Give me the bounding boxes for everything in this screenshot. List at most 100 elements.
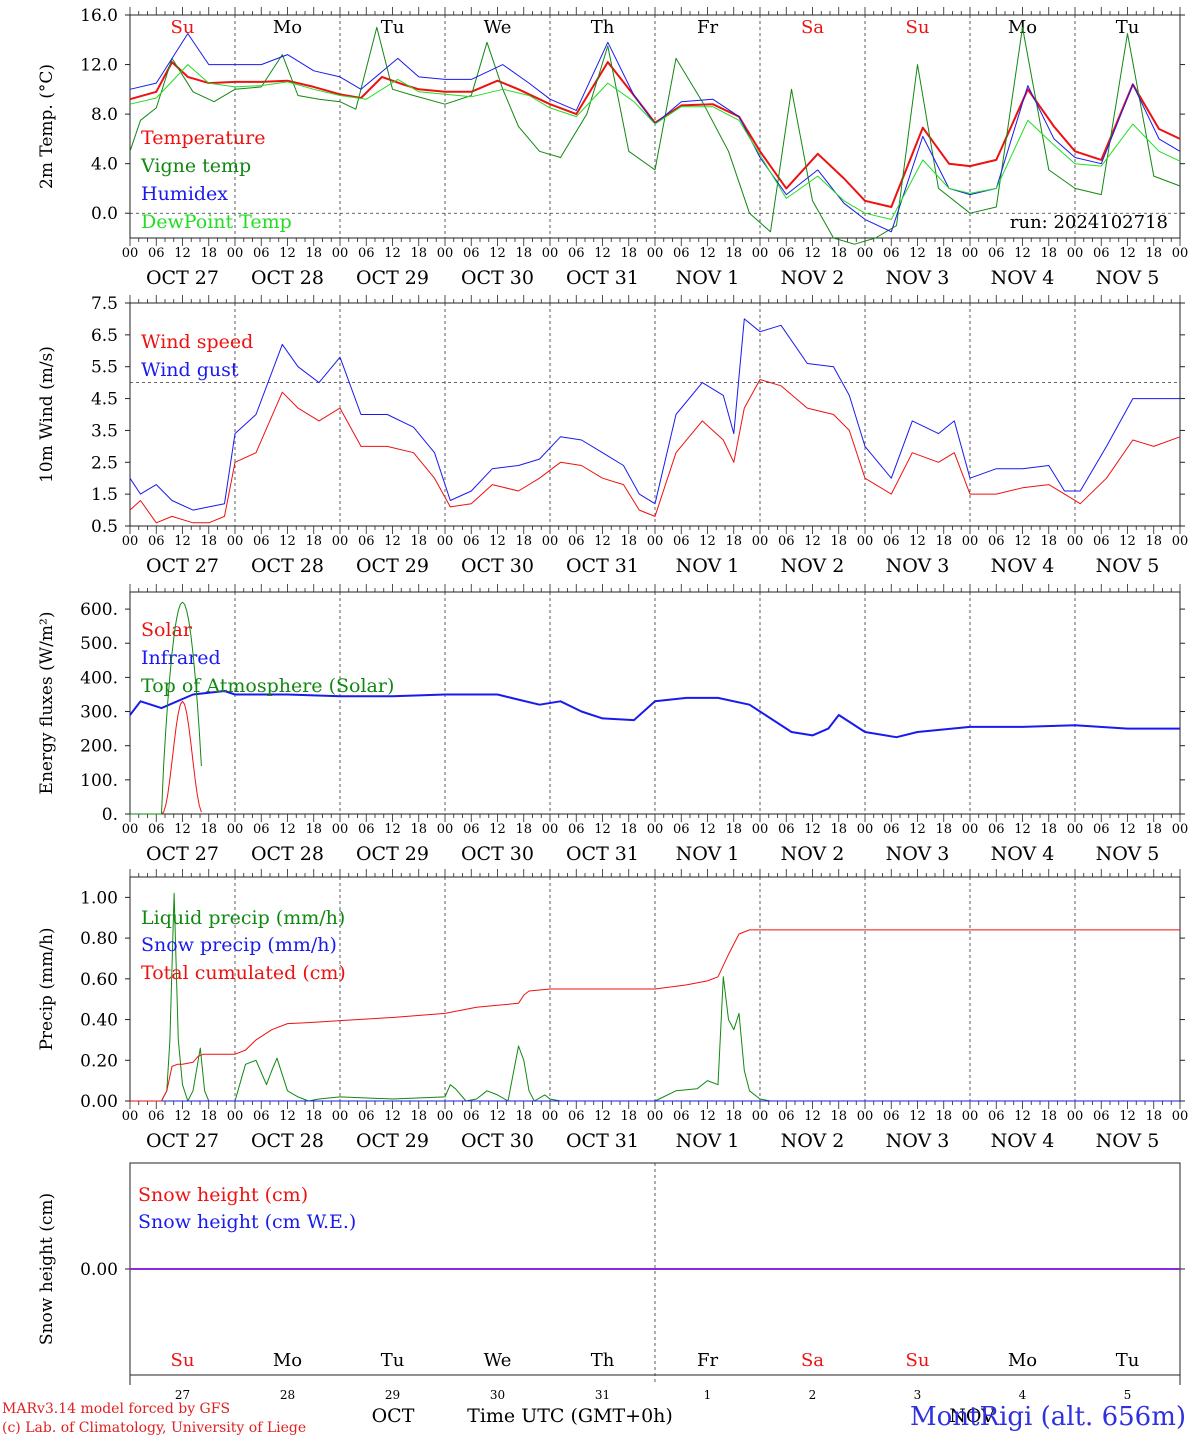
date-label: OCT 29 xyxy=(356,1130,429,1152)
hour-tick-label: 06 xyxy=(148,822,165,837)
date-label: NOV 5 xyxy=(1096,555,1160,577)
date-label: NOV 1 xyxy=(676,843,740,865)
plot-frame xyxy=(129,14,1181,239)
hour-tick-label: 12 xyxy=(1014,1109,1031,1124)
hour-tick-label: 00 xyxy=(542,822,559,837)
hour-tick-label: 00 xyxy=(542,534,559,549)
y-tick-label: 2.5 xyxy=(91,453,118,473)
hour-tick-label: 12 xyxy=(174,246,191,261)
date-label: OCT 29 xyxy=(356,555,429,577)
hour-tick-label: 12 xyxy=(699,822,716,837)
date-label: OCT 27 xyxy=(146,267,219,289)
hour-tick-label: 06 xyxy=(463,1109,480,1124)
date-label: OCT 29 xyxy=(356,267,429,289)
date-label: OCT 31 xyxy=(566,555,639,577)
hour-tick-label: 06 xyxy=(1093,822,1110,837)
date-label: OCT 28 xyxy=(251,267,324,289)
hour-tick-label: 06 xyxy=(988,822,1005,837)
hour-tick-label: 12 xyxy=(804,822,821,837)
hour-tick-label: 06 xyxy=(568,822,585,837)
hour-tick-label: 18 xyxy=(935,822,952,837)
date-label: NOV 3 xyxy=(886,1130,950,1152)
hour-tick-label: 06 xyxy=(253,534,270,549)
hour-tick-label: 00 xyxy=(332,1109,349,1124)
hour-tick-label: 18 xyxy=(620,1109,637,1124)
hour-tick-label: 12 xyxy=(1014,534,1031,549)
hour-tick-label: 06 xyxy=(358,822,375,837)
hour-tick-label: 06 xyxy=(148,1109,165,1124)
weekday-label: Su xyxy=(906,17,930,38)
hour-tick-label: 12 xyxy=(489,1109,506,1124)
y-axis-label: 10m Wind (m/s) xyxy=(37,346,57,483)
y-tick-label: 300. xyxy=(80,703,118,723)
model-credit: MARv3.14 model forced by GFS xyxy=(2,1401,231,1417)
y-tick-label: 0.20 xyxy=(80,1051,118,1071)
hour-tick-label: 00 xyxy=(437,246,454,261)
hour-tick-label: 18 xyxy=(410,534,427,549)
hour-tick-label: 18 xyxy=(620,246,637,261)
weekday-label: Su xyxy=(171,1350,195,1371)
date-label: OCT 31 xyxy=(566,267,639,289)
y-tick-label: 1.00 xyxy=(80,888,118,908)
day-number: 31 xyxy=(595,1388,610,1402)
y-tick-label: 16.0 xyxy=(80,6,118,26)
day-number: 1 xyxy=(704,1388,712,1402)
y-tick-label: 1.5 xyxy=(91,485,118,505)
date-label: OCT 31 xyxy=(566,1130,639,1152)
hour-tick-label: 12 xyxy=(279,822,296,837)
hour-tick-label: 00 xyxy=(122,822,139,837)
hour-tick-label: 12 xyxy=(909,534,926,549)
hour-tick-label: 06 xyxy=(253,246,270,261)
legend-entry: Temperature xyxy=(141,127,265,149)
y-tick-label: 600. xyxy=(80,600,118,620)
hour-tick-label: 06 xyxy=(883,1109,900,1124)
hour-tick-label: 06 xyxy=(568,246,585,261)
hour-tick-label: 06 xyxy=(463,822,480,837)
hour-tick-label: 06 xyxy=(358,1109,375,1124)
hour-tick-label: 12 xyxy=(1119,1109,1136,1124)
hour-tick-label: 06 xyxy=(988,534,1005,549)
date-label: NOV 4 xyxy=(991,843,1055,865)
hour-tick-label: 00 xyxy=(332,534,349,549)
y-tick-label: 0.00 xyxy=(80,1260,118,1280)
hour-tick-label: 12 xyxy=(174,534,191,549)
hour-tick-label: 00 xyxy=(437,822,454,837)
weekday-label: Tu xyxy=(381,17,405,38)
date-label: NOV 5 xyxy=(1096,267,1160,289)
hour-tick-label: 00 xyxy=(122,246,139,261)
date-label: NOV 1 xyxy=(676,1130,740,1152)
hour-tick-label: 12 xyxy=(489,534,506,549)
date-label: NOV 2 xyxy=(781,1130,845,1152)
date-label: NOV 5 xyxy=(1096,843,1160,865)
hour-tick-label: 06 xyxy=(883,534,900,549)
x-axis-label: Time UTC (GMT+0h) xyxy=(467,1405,673,1427)
hour-tick-label: 00 xyxy=(857,534,874,549)
weekday-label: Mo xyxy=(1008,1350,1037,1371)
weekday-label: Th xyxy=(591,17,615,38)
hour-tick-label: 18 xyxy=(935,246,952,261)
date-label: NOV 2 xyxy=(781,555,845,577)
y-tick-label: 7.5 xyxy=(91,294,118,314)
hour-tick-label: 06 xyxy=(988,246,1005,261)
y-axis-label: Energy fluxes (W/m²) xyxy=(37,612,57,795)
hour-tick-label: 00 xyxy=(752,1109,769,1124)
hour-tick-label: 00 xyxy=(962,534,979,549)
hour-tick-label: 18 xyxy=(830,1109,847,1124)
hour-tick-label: 00 xyxy=(227,1109,244,1124)
legend-entry: Top of Atmosphere (Solar) xyxy=(141,675,394,697)
date-label: OCT 30 xyxy=(461,1130,534,1152)
hour-tick-label: 18 xyxy=(1145,1109,1162,1124)
date-label: OCT 28 xyxy=(251,843,324,865)
weekday-label: Sa xyxy=(801,1350,824,1371)
hour-tick-label: 18 xyxy=(1145,822,1162,837)
legend-entry: Liquid precip (mm/h) xyxy=(141,907,345,929)
day-number: 30 xyxy=(490,1388,505,1402)
hour-tick-label: 00 xyxy=(1172,246,1189,261)
hour-tick-label: 06 xyxy=(568,534,585,549)
series-line-wind-gust xyxy=(129,318,1180,511)
y-tick-label: 400. xyxy=(80,668,118,688)
hour-tick-label: 12 xyxy=(699,534,716,549)
hour-tick-label: 12 xyxy=(489,246,506,261)
weekday-label: We xyxy=(484,1350,512,1371)
hour-tick-label: 00 xyxy=(1067,822,1084,837)
